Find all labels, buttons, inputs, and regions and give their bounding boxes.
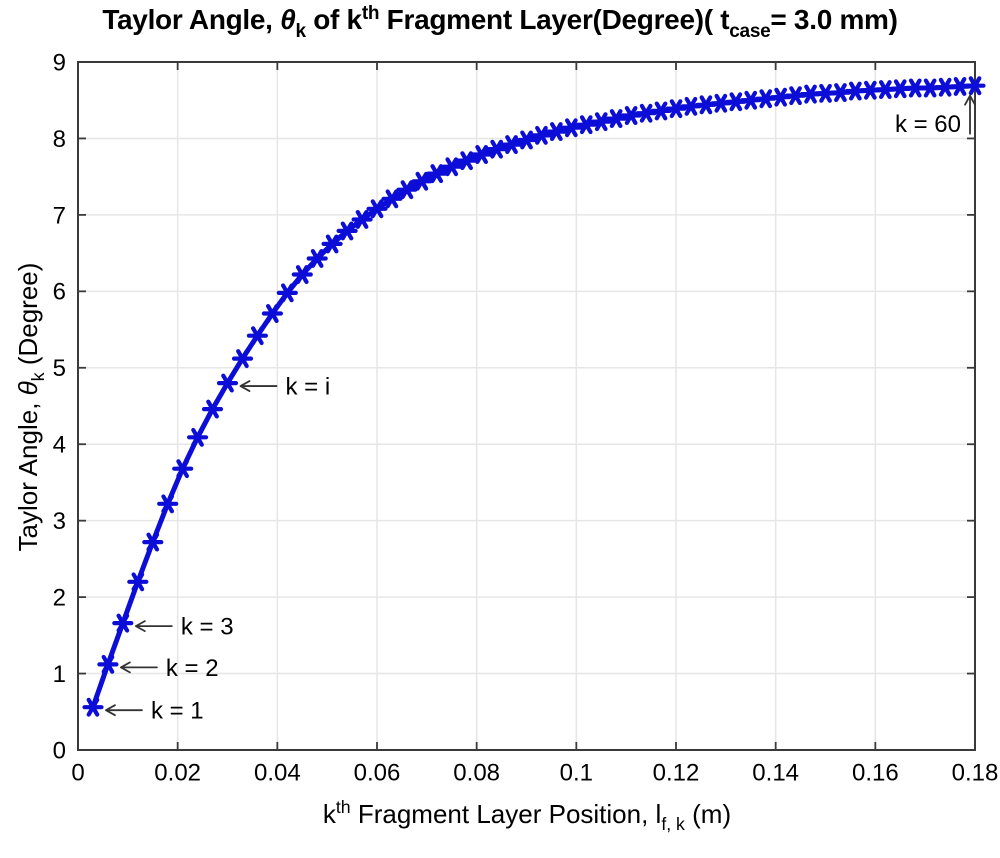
y-tick-label: 3 xyxy=(53,508,66,535)
annotation-k=3: k = 3 xyxy=(134,614,234,641)
y-tick-label: 9 xyxy=(53,49,66,76)
y-tick-label: 6 xyxy=(53,279,66,306)
y-axis-label: Taylor Angle, θk (Degree) xyxy=(13,262,49,552)
annotation-text: k = 60 xyxy=(895,111,961,138)
y-tick-label: 4 xyxy=(53,432,66,459)
annotation-k=60: k = 60 xyxy=(895,94,976,138)
y-axis-tick-labels: 0 1 2 3 4 5 6 7 8 9 xyxy=(53,49,66,764)
left-arrow-icon xyxy=(239,380,278,392)
annotation-text: k = i xyxy=(286,373,331,400)
x-tick-label: 0.08 xyxy=(453,759,500,786)
annotation-text: k = 1 xyxy=(151,698,204,725)
y-tick-label: 8 xyxy=(53,126,66,153)
y-tick-label: 2 xyxy=(53,585,66,612)
up-arrow-icon xyxy=(964,94,976,135)
x-tick-label: 0.02 xyxy=(154,759,201,786)
data-markers xyxy=(82,76,986,717)
y-tick-label: 0 xyxy=(53,737,66,764)
axis-box xyxy=(77,61,976,751)
x-axis-tick-labels: 0 0.02 0.04 0.06 0.08 0.1 0.12 0.14 0.16 0.18 xyxy=(71,759,998,786)
chart-title: Taylor Angle, θk of kth Fragment Layer(D… xyxy=(102,2,898,42)
annotation-k=i: k = i xyxy=(239,373,331,400)
left-arrow-icon xyxy=(120,661,158,674)
x-tick-label: 0.14 xyxy=(752,759,799,786)
annotation-text: k = 2 xyxy=(166,655,219,682)
left-arrow-icon xyxy=(134,620,173,633)
annotation-k=2: k = 2 xyxy=(120,655,219,682)
y-tick-label: 7 xyxy=(53,202,66,229)
x-tick-label: 0 xyxy=(71,759,84,786)
annotation-text: k = 3 xyxy=(181,614,234,641)
series-theta_k xyxy=(82,76,986,717)
y-tick-label: 1 xyxy=(53,661,66,688)
x-tick-label: 0.06 xyxy=(354,759,401,786)
x-tick-label: 0.04 xyxy=(254,759,301,786)
x-tick-label: 0.16 xyxy=(852,759,899,786)
x-tick-label: 0.1 xyxy=(560,759,593,786)
x-axis-label: kth Fragment Layer Position, lf, k (m) xyxy=(322,797,732,835)
x-tick-label: 0.18 xyxy=(952,759,999,786)
annotation-k=1: k = 1 xyxy=(105,698,204,725)
left-arrow-icon xyxy=(105,704,143,717)
x-tick-label: 0.12 xyxy=(653,759,700,786)
y-tick-label: 5 xyxy=(53,355,66,382)
